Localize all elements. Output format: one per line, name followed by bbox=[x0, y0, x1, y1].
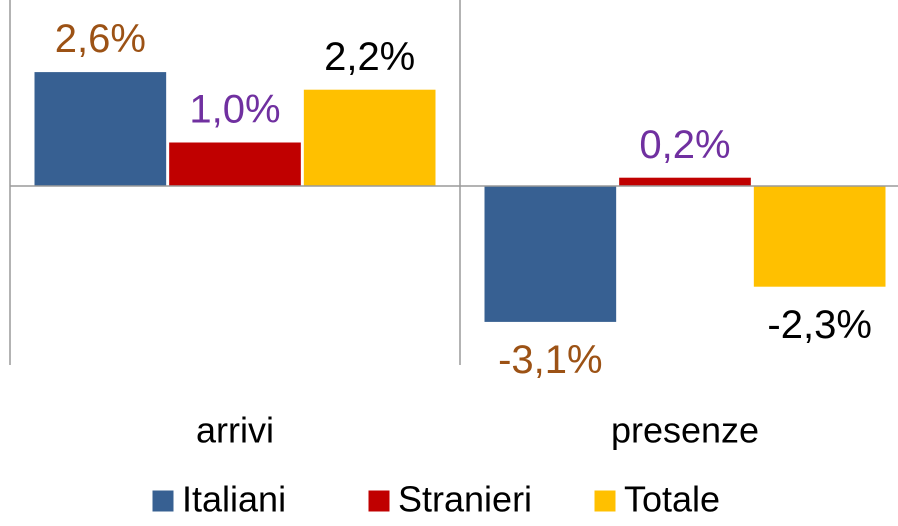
x-tick-label: arrivi bbox=[196, 410, 274, 451]
legend-label: Italiani bbox=[182, 479, 286, 520]
data-label: 2,2% bbox=[324, 35, 415, 79]
data-label: 1,0% bbox=[189, 88, 280, 132]
x-tick-label: presenze bbox=[611, 410, 759, 451]
bar bbox=[752, 185, 887, 288]
data-label: -2,3% bbox=[767, 303, 872, 347]
legend-label: Stranieri bbox=[398, 479, 532, 520]
data-label: 0,2% bbox=[639, 123, 730, 167]
legend-swatch bbox=[151, 489, 175, 513]
bar bbox=[618, 176, 752, 187]
data-label: -3,1% bbox=[498, 338, 603, 382]
bar bbox=[33, 71, 168, 187]
bar bbox=[483, 185, 618, 323]
bar bbox=[168, 141, 302, 187]
bar bbox=[302, 88, 437, 187]
legend-swatch bbox=[593, 489, 617, 513]
legend-swatch bbox=[367, 489, 391, 513]
legend-label: Totale bbox=[624, 479, 720, 520]
data-label: 2,6% bbox=[55, 17, 146, 61]
